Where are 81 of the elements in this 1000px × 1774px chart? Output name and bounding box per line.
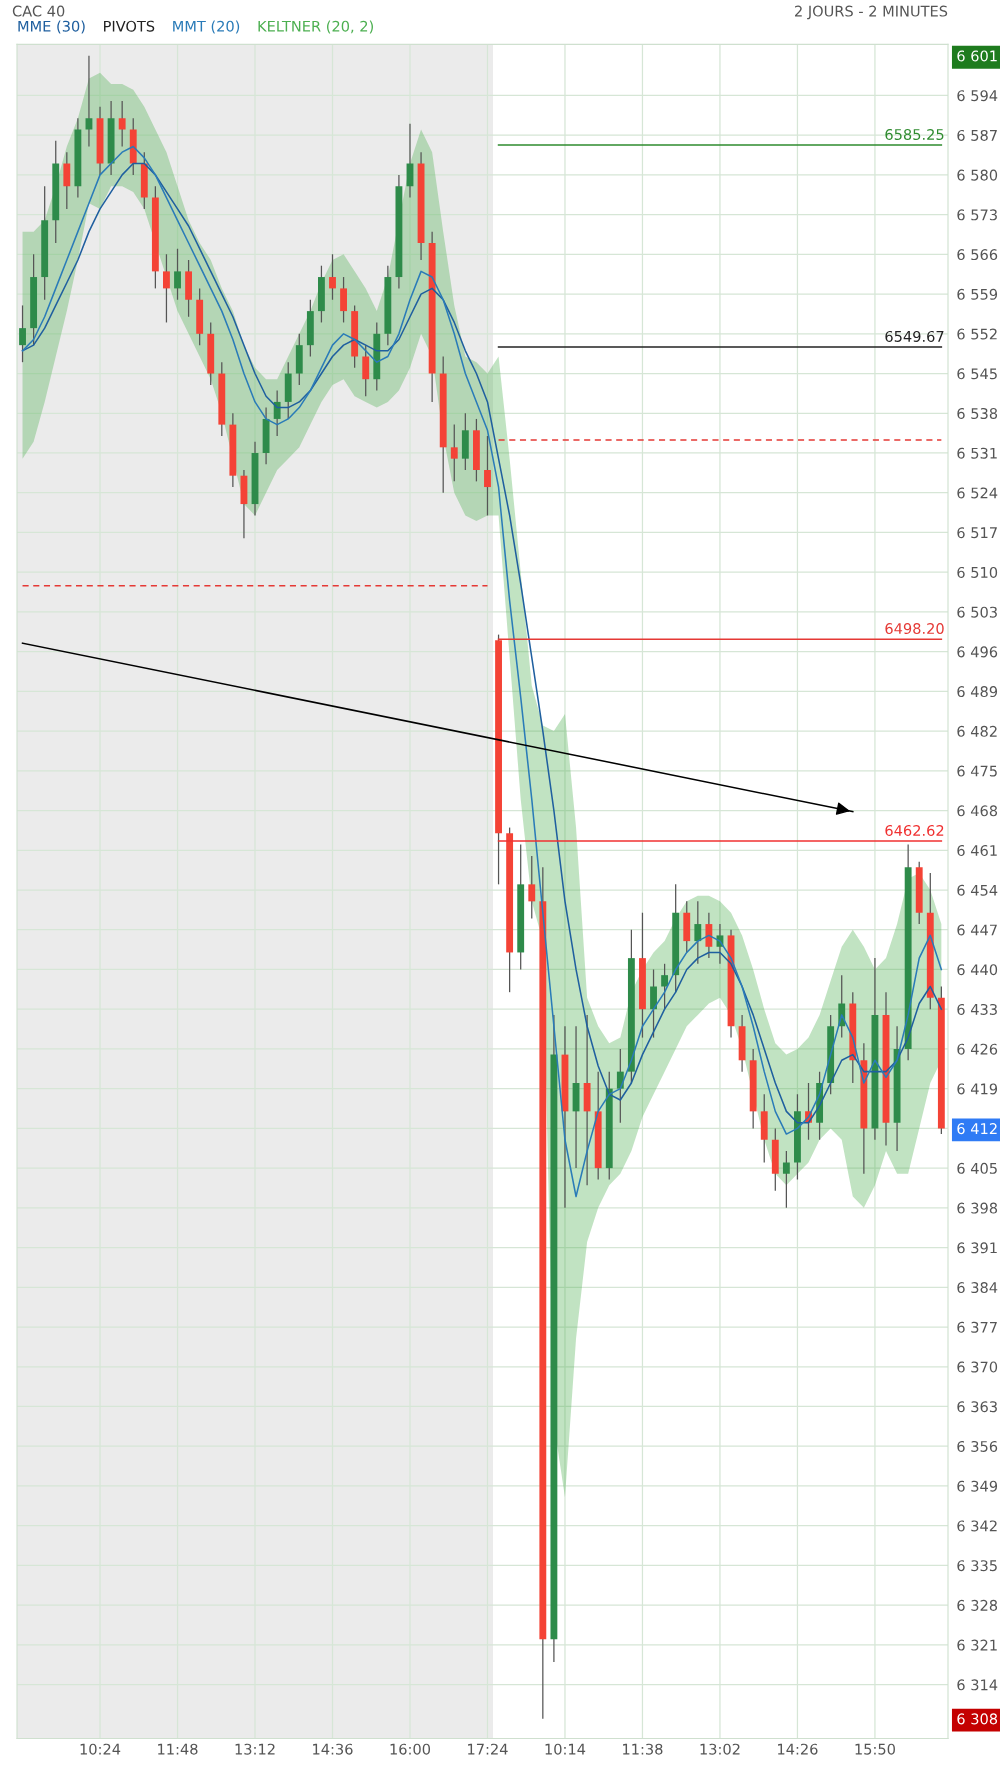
chart-subtitle: 2 JOURS - 2 MINUTES [795, 5, 948, 20]
y-tick-label: 6 552 [957, 328, 997, 340]
y-tick-label: 6 384 [957, 1282, 998, 1294]
y-tick-label: 6 559 [957, 288, 998, 300]
candlestick [174, 248, 181, 301]
text: KELTNER (20, 2) [258, 20, 373, 34]
y-tick-label: 6 342 [957, 1520, 997, 1532]
x-tick-label: 14:36 [313, 1743, 353, 1755]
y-tick-label: 6 468 [957, 805, 998, 817]
candlestick [118, 100, 126, 148]
text: MMT (20) [173, 20, 240, 34]
candlestick [329, 253, 336, 301]
y-tick-label: 6 482 [957, 725, 997, 737]
x-tick-label: 10:14 [545, 1743, 586, 1755]
y-tick-label: 6 510 [957, 566, 998, 578]
candlestick [782, 1150, 790, 1209]
text: PIVOTS [104, 20, 155, 32]
y-tick-label: 6 426 [957, 1043, 998, 1055]
x-tick-label: 14:26 [778, 1743, 818, 1755]
y-tick-label: 6 489 [957, 686, 998, 698]
y-tick-label: 6 545 [957, 368, 997, 380]
y-tick-label: 6 517 [957, 527, 997, 539]
candlestick [484, 435, 491, 517]
candlestick [273, 389, 281, 437]
y-tick-label: 6 328 [957, 1599, 998, 1611]
candlestick [19, 304, 26, 363]
y-tick-label: 6 601 [957, 50, 997, 62]
y-tick-label: 6 314 [957, 1679, 998, 1691]
y-tick-label: 6 335 [957, 1560, 997, 1572]
data-label: 6585.25 [885, 128, 944, 140]
y-tick-label: 6 412 [957, 1123, 997, 1135]
data-label: 6498.20 [885, 623, 944, 635]
y-tick-label: 6 370 [957, 1361, 998, 1373]
candlestick [340, 276, 347, 324]
chart-title: CAC 40 [12, 5, 65, 17]
y-tick-label: 6 405 [957, 1162, 997, 1174]
candlestick [362, 344, 370, 397]
y-tick-label: 6 524 [957, 487, 998, 499]
x-tick-label: 11:38 [623, 1743, 663, 1755]
y-tick-label: 6 496 [957, 646, 998, 658]
y-tick-label: 6 377 [957, 1321, 997, 1333]
candlestick [163, 253, 170, 324]
y-tick-label: 6 419 [957, 1083, 998, 1095]
y-tick-label: 6 538 [957, 407, 998, 420]
y-tick-label: 6 349 [957, 1480, 998, 1492]
y-tick-label: 6 440 [957, 964, 998, 976]
x-tick-label: 16:00 [390, 1743, 431, 1755]
x-tick-label: 13:02 [700, 1743, 740, 1755]
y-tick-label: 6 447 [957, 924, 997, 936]
y-tick-label: 6 531 [957, 447, 997, 459]
y-tick-label: 6 566 [957, 249, 998, 261]
y-tick-label: 6 475 [957, 765, 997, 777]
y-tick-label: 6 356 [957, 1440, 998, 1452]
y-tick-label: 6 580 [957, 169, 998, 181]
x-tick-label: 15:50 [855, 1743, 895, 1755]
x-tick-label: 11:48 [158, 1743, 198, 1755]
y-tick-label: 6 363 [957, 1401, 997, 1413]
y-tick-label: 6 461 [957, 845, 997, 857]
y-tick-label: 6 573 [957, 209, 997, 221]
x-tick-label: 10:24 [80, 1743, 121, 1755]
y-tick-label: 6 594 [957, 90, 998, 102]
y-tick-label: 6 454 [957, 884, 998, 896]
y-tick-label: 6 503 [957, 606, 997, 618]
y-tick-label: 6 433 [957, 1003, 997, 1015]
x-tick-label: 17:24 [468, 1743, 508, 1755]
candlestick [705, 912, 713, 959]
y-tick-label: 6 587 [957, 129, 997, 141]
data-label: 6462.62 [885, 824, 944, 836]
candlestick [661, 963, 669, 1010]
text: MME (30) [18, 20, 85, 34]
y-tick-label: 6 308 [957, 1713, 998, 1725]
candlestick [528, 855, 536, 920]
y-tick-label: 6 321 [957, 1639, 997, 1651]
y-tick-label: 6 398 [957, 1202, 998, 1214]
candlestick [450, 423, 458, 482]
data-label: 6549.67 [885, 330, 944, 342]
candlestick [694, 900, 702, 965]
candlestick [650, 968, 657, 1039]
candlestick [63, 151, 71, 210]
y-tick-label: 6 391 [957, 1242, 997, 1254]
x-tick-label: 13:12 [235, 1743, 275, 1755]
